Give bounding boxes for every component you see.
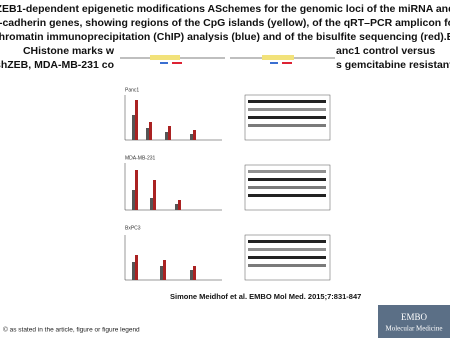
- bars: [132, 100, 196, 140]
- title-fragment: CHistone marks w: [23, 45, 115, 57]
- bar-panel: [124, 95, 222, 141]
- amplicon: [160, 62, 168, 64]
- logo-text: Molecular Medicine: [386, 325, 443, 333]
- bar-panel: [124, 163, 222, 211]
- bar-panel: [124, 235, 222, 281]
- bisulfite-region: [282, 62, 292, 64]
- amplicon: [270, 62, 278, 64]
- title-line: ZEB1-dependent epigenetic modifications …: [0, 3, 450, 15]
- logo: [378, 305, 450, 338]
- panel-label: BxPC3: [125, 225, 141, 231]
- footer: © as stated in the article, figure or fi…: [3, 326, 140, 334]
- title-fragment: s gemcitabine resistant: [336, 59, 450, 71]
- citation: Simone Meidhof et al. EMBO Mol Med. 2015…: [170, 292, 361, 301]
- title-line: chromatin immunoprecipitation (ChIP) ana…: [0, 31, 450, 43]
- methylation-grids: [244, 94, 331, 281]
- title-fragment: shZEB, MDA-MB-231 co: [0, 59, 114, 71]
- figure-area: [115, 44, 336, 292]
- figure: Panc1 MDA-MB-231 BxPC3: [115, 44, 336, 292]
- title-line: E-cadherin genes, showing regions of the…: [0, 17, 450, 29]
- panel-label: Panc1: [125, 87, 139, 93]
- title-fragment: anc1 control versus: [336, 45, 435, 57]
- bisulfite-region: [172, 62, 182, 64]
- bars: [132, 170, 181, 210]
- cpg-island: [150, 55, 180, 60]
- panel-label: MDA-MB-231: [125, 155, 156, 161]
- cpg-island: [262, 55, 294, 60]
- logo-text: EMBO: [401, 312, 428, 322]
- bars: [132, 255, 196, 280]
